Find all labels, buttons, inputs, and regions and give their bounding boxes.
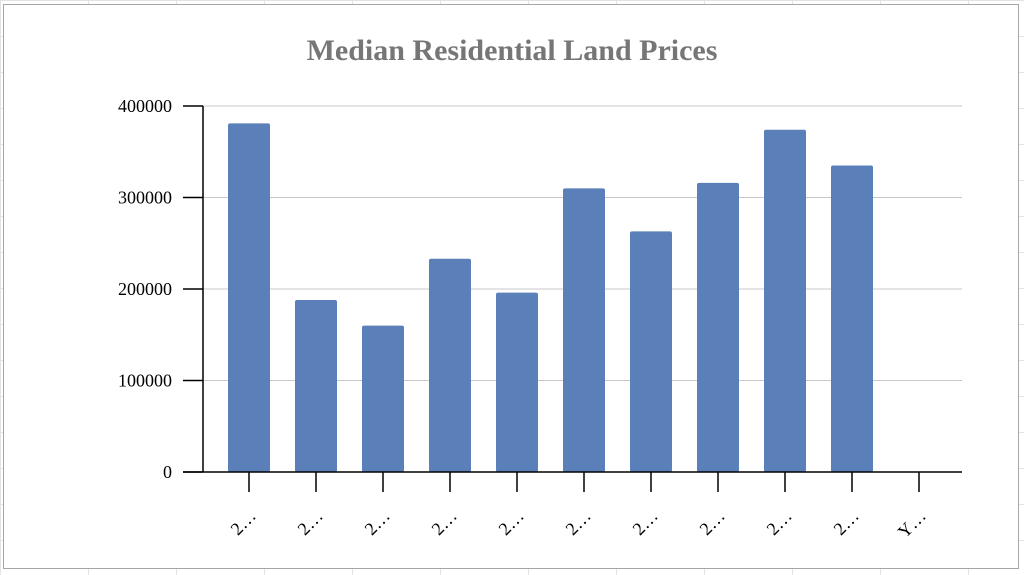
- y-tick-label: 0: [163, 462, 172, 482]
- x-tick-label: 2…: [763, 506, 796, 539]
- x-tick-label: 2…: [294, 506, 327, 539]
- y-tick-label: 300000: [118, 188, 172, 208]
- bar[interactable]: [496, 292, 538, 472]
- x-tick-label: Y…: [894, 506, 930, 542]
- x-tick-label: 2…: [227, 506, 260, 539]
- bar[interactable]: [630, 231, 672, 472]
- bar[interactable]: [831, 165, 873, 472]
- axes: [183, 105, 962, 492]
- bar[interactable]: [295, 299, 337, 472]
- x-tick-label: 2…: [562, 506, 595, 539]
- x-tick-label: 2…: [629, 506, 662, 539]
- bar[interactable]: [697, 182, 739, 473]
- bar[interactable]: [429, 258, 471, 472]
- x-tick-label: 2…: [361, 506, 394, 539]
- y-tick-label: 200000: [118, 279, 172, 299]
- y-tick-label: 400000: [118, 96, 172, 116]
- chart-title: Median Residential Land Prices: [307, 34, 718, 67]
- x-tick-label: 2…: [495, 506, 528, 539]
- bar[interactable]: [362, 325, 404, 472]
- x-tick-label: 2…: [830, 506, 863, 539]
- bar[interactable]: [563, 188, 605, 472]
- y-tick-label: 100000: [118, 371, 172, 391]
- bar[interactable]: [764, 129, 806, 473]
- x-tick-label: 2…: [428, 506, 461, 539]
- x-tick-label: 2…: [696, 506, 729, 539]
- bar[interactable]: [228, 123, 270, 472]
- bars: [228, 123, 873, 473]
